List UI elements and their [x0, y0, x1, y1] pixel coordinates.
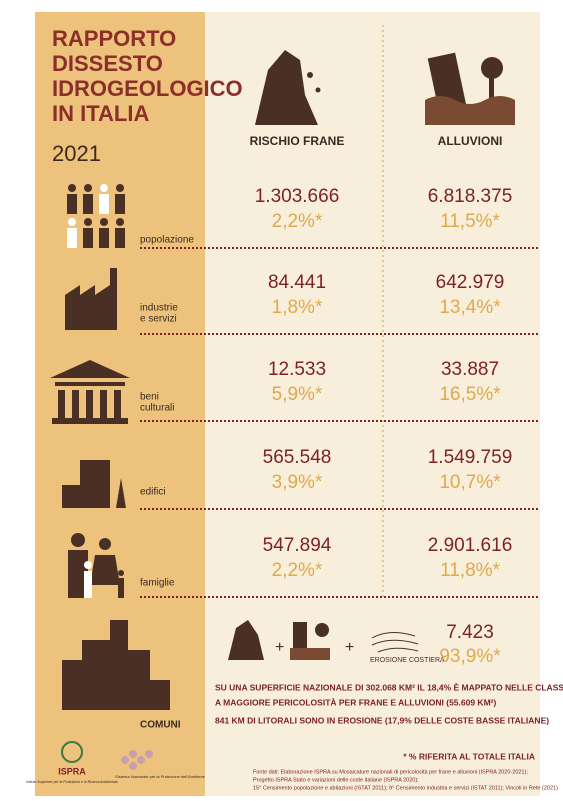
row-label: famiglie	[140, 578, 175, 589]
comuni-text: A MAGGIORE PERICOLOSITÀ PER FRANE E ALLU…	[215, 697, 496, 707]
waves-icon	[371, 632, 419, 653]
frane-value: 84.441	[268, 272, 326, 293]
row-label: culturali	[140, 403, 174, 414]
rock	[307, 72, 313, 78]
alluvioni-pct: 11,5%*	[440, 211, 500, 232]
frane-value: 1.303.666	[255, 186, 340, 207]
row-label: e servizi	[140, 314, 177, 325]
logo-text: Istituto Superiore per la Protezione e l…	[26, 780, 118, 784]
erosion-label: EROSIONE COSTIERA	[370, 657, 445, 664]
title-line: DISSESTO	[52, 51, 163, 76]
row-label: popolazione	[140, 235, 194, 246]
frane-pct: 2,2%*	[272, 211, 323, 232]
alluvioni-value: 2.901.616	[428, 535, 513, 556]
comuni-text: 841 KM DI LITORALI SONO IN EROSIONE (17,…	[215, 715, 549, 725]
town-icon	[62, 620, 170, 710]
column-header: RISCHIO FRANE	[250, 134, 345, 148]
logo-text: ISPRA	[58, 766, 86, 776]
flood-small	[293, 622, 307, 648]
industry-icon	[65, 268, 117, 330]
year: 2021	[52, 141, 101, 166]
alluvioni-pct: 16,5%*	[439, 384, 501, 405]
frane-value: 12.533	[268, 359, 326, 380]
frane-pct: 2,2%*	[272, 560, 323, 581]
frane-pct: 1,8%*	[272, 297, 323, 318]
frane-pct: 5,9%*	[272, 384, 323, 405]
population-icon	[67, 184, 125, 248]
title-line: RAPPORTO	[52, 26, 176, 51]
alluvioni-pct: 11,8%*	[440, 560, 500, 581]
alluvioni-pct: 13,4%*	[439, 297, 501, 318]
rock	[315, 87, 321, 93]
alluvioni-value: 642.979	[436, 272, 505, 293]
building-icon	[62, 460, 126, 508]
alluvioni-value: 33.887	[441, 359, 499, 380]
alluvioni-pct: 10,7%*	[439, 472, 501, 493]
snpa-logo	[121, 750, 153, 770]
comuni-label: COMUNI	[140, 720, 181, 731]
landslide-small	[228, 620, 264, 660]
comuni-text: SU UNA SUPERFICIE NAZIONALE DI 302.068 K…	[215, 682, 563, 692]
temple-icon	[50, 360, 130, 424]
ispra-logo	[61, 741, 83, 763]
title-line: IDROGEOLOGICO	[52, 76, 243, 101]
row-label: industrie	[140, 303, 178, 314]
landslide-icon	[255, 50, 318, 125]
footnote: * % RIFERITA AL TOTALE ITALIA	[403, 751, 535, 761]
row-label: edifici	[140, 487, 166, 498]
comuni-value: 7.423	[446, 622, 494, 643]
source: 15° Censimento popolazione e abitazioni …	[253, 785, 558, 791]
row-label: beni	[140, 392, 159, 403]
logo-text: Sistema Nazionale per la Protezione dell…	[115, 774, 205, 779]
family-icon	[68, 533, 124, 598]
frane-value: 565.548	[263, 447, 332, 468]
plus: +	[345, 639, 354, 656]
column-header: ALLUVIONI	[438, 134, 503, 148]
comuni-pct: 93,9%*	[439, 646, 501, 667]
plus: +	[275, 639, 284, 656]
flood-icon	[425, 52, 515, 125]
title-line: IN ITALIA	[52, 101, 149, 126]
source: Fonte dati: Elaborazione ISPRA su Mosaic…	[253, 769, 528, 775]
alluvioni-value: 1.549.759	[428, 447, 513, 468]
tree-small	[315, 623, 329, 637]
water-small	[290, 648, 330, 660]
alluvioni-value: 6.818.375	[428, 186, 513, 207]
source: Progetto ISPRA Stato e variazioni delle …	[253, 777, 419, 783]
frane-value: 547.894	[263, 535, 332, 556]
frane-pct: 3,9%*	[272, 472, 323, 493]
